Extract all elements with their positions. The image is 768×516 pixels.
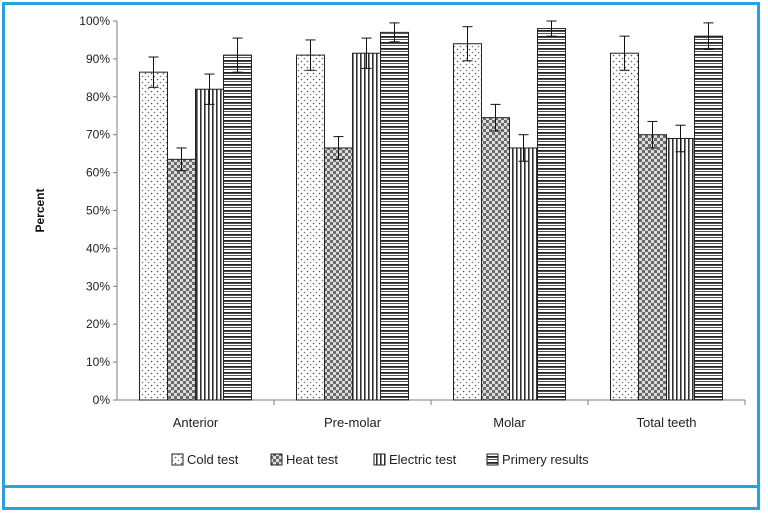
legend-label: Cold test <box>187 452 239 467</box>
legend-label: Primery results <box>502 452 589 467</box>
legend-label: Heat test <box>286 452 338 467</box>
y-tick-label: 0% <box>93 393 111 407</box>
legend-swatch <box>171 453 184 466</box>
y-tick-label: 80% <box>86 90 110 104</box>
category-label: Anterior <box>173 415 219 430</box>
bar <box>638 134 667 401</box>
bar <box>694 35 723 401</box>
bar <box>453 43 482 401</box>
bar <box>139 71 168 401</box>
legend-label: Electric test <box>389 452 457 467</box>
bar <box>481 117 510 401</box>
y-axis-label: Percent <box>33 188 47 232</box>
y-tick-label: 50% <box>86 204 110 218</box>
bar <box>324 147 353 401</box>
bar <box>296 54 325 401</box>
category-label: Molar <box>493 415 526 430</box>
y-tick-label: 90% <box>86 52 110 66</box>
y-tick-label: 30% <box>86 279 110 293</box>
legend-swatch <box>270 453 283 466</box>
bar <box>223 54 252 401</box>
category-label: Pre-molar <box>324 415 382 430</box>
legend-swatch <box>373 453 386 466</box>
y-tick-label: 60% <box>86 166 110 180</box>
bar <box>195 88 224 401</box>
y-tick-label: 70% <box>86 128 110 142</box>
frame-divider <box>2 485 760 488</box>
y-tick-label: 100% <box>79 14 110 28</box>
bar <box>352 52 381 401</box>
y-tick-label: 20% <box>86 317 110 331</box>
y-tick-label: 40% <box>86 241 110 255</box>
y-tick-label: 10% <box>86 355 110 369</box>
bar <box>380 31 409 401</box>
category-label: Total teeth <box>637 415 697 430</box>
bar <box>537 28 566 401</box>
bar <box>666 137 695 401</box>
legend-swatch <box>486 453 499 466</box>
bar <box>610 52 639 401</box>
bar <box>509 147 538 401</box>
bar <box>167 158 196 401</box>
